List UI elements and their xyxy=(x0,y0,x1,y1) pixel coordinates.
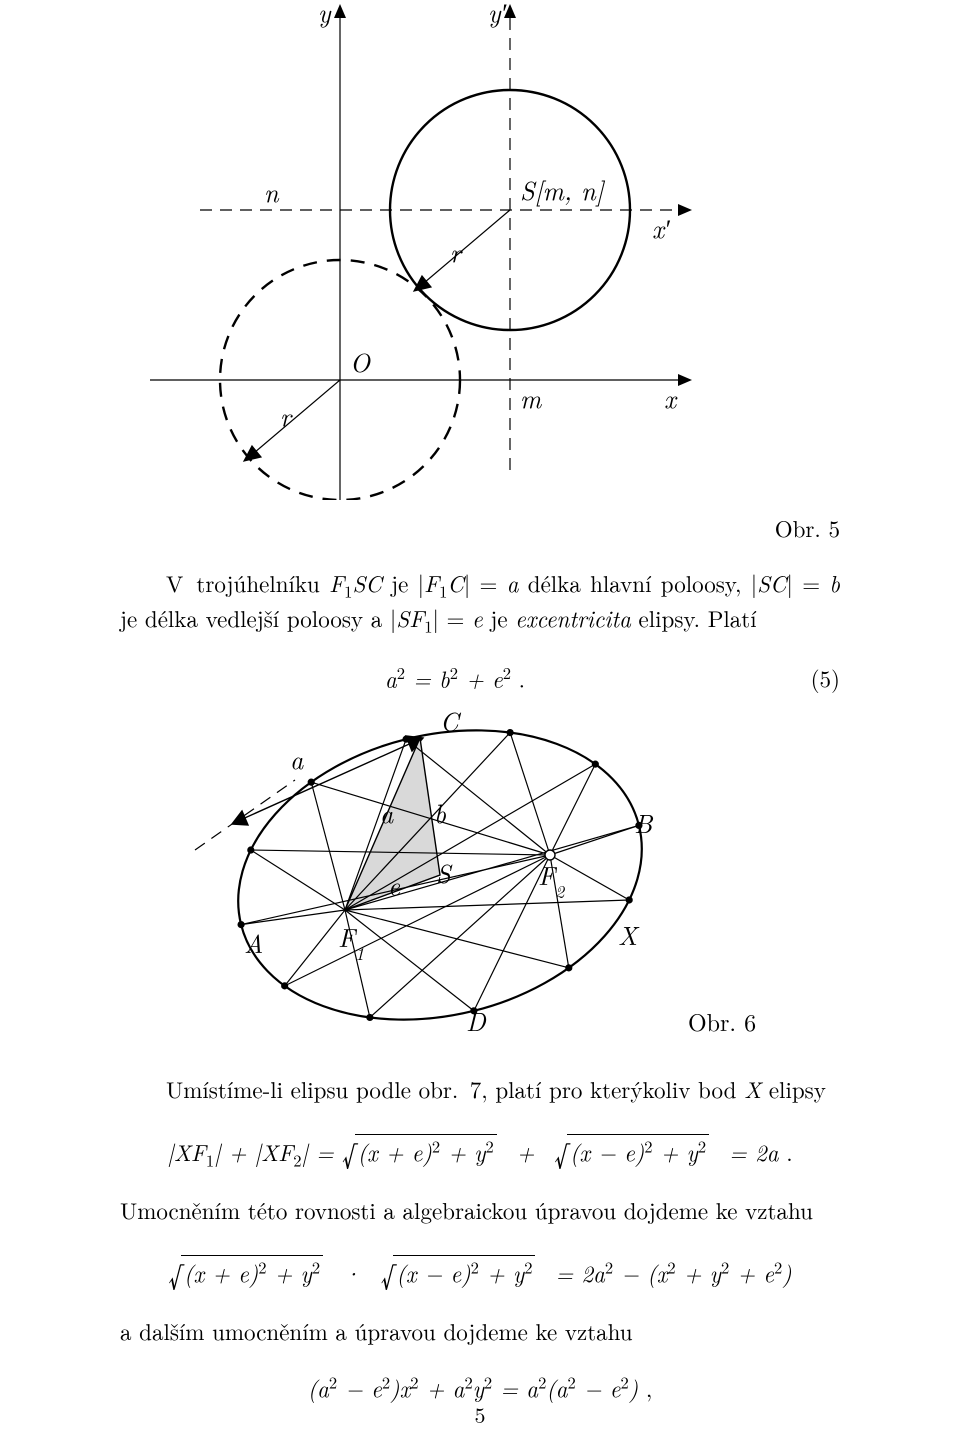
equation-product: √(x + e)2 + y2 · √(x − e)2 + y2 = 2a2 − … xyxy=(120,1248,840,1292)
label-S: S[m, n] xyxy=(520,171,606,208)
svg-text:b: b xyxy=(434,794,446,831)
svg-text:X: X xyxy=(618,916,640,953)
svg-text:a: a xyxy=(380,794,394,831)
figure-6-svg: a C a b B e S F2 A F1 X D Obr. 6 xyxy=(180,705,800,1045)
figure-5-svg: y y′ n S[m, n] x′ r O m x r xyxy=(140,0,700,500)
svg-text:a: a xyxy=(290,740,304,777)
equation-5-number: (5) xyxy=(790,661,840,694)
label-y: y xyxy=(318,0,332,30)
paragraph-2: Umístíme-li elipsu podle obr. 7, platí p… xyxy=(120,1073,840,1104)
paragraph-3: Umocněním této rovnosti a algebraickou ú… xyxy=(120,1194,840,1225)
equation-5: a2 = b2 + e2 . (5) xyxy=(120,660,840,695)
label-r2: r xyxy=(280,397,293,434)
label-xprime: x′ xyxy=(652,209,670,246)
svg-text:D: D xyxy=(466,1002,487,1039)
paragraph-1: V trojúhelníku F1SC je |F1C| = a délka h… xyxy=(120,567,840,637)
svg-text:S: S xyxy=(436,854,453,891)
label-O: O xyxy=(350,343,371,380)
figure-6: a C a b B e S F2 A F1 X D Obr. 6 xyxy=(180,705,840,1050)
paragraph-4: a dalším umocněním a úpravou dojdeme ke … xyxy=(120,1315,840,1346)
figure-6-caption: Obr. 6 xyxy=(688,1004,756,1038)
svg-text:A: A xyxy=(244,924,263,961)
figure-5-caption: Obr. 5 xyxy=(120,511,840,544)
svg-text:C: C xyxy=(440,705,462,739)
svg-text:B: B xyxy=(634,804,654,841)
figure-5: y y′ n S[m, n] x′ r O m x r xyxy=(140,0,840,505)
svg-text:F1: F1 xyxy=(338,918,364,966)
svg-text:e: e xyxy=(388,866,401,903)
label-n: n xyxy=(264,173,280,210)
label-x: x xyxy=(664,379,678,416)
svg-text:F2: F2 xyxy=(538,856,565,904)
page-number: 5 xyxy=(0,1399,960,1430)
label-m: m xyxy=(520,379,542,416)
equation-distance: |XF1| + |XF2| = √(x + e)2 + y2 + √(x − e… xyxy=(120,1127,840,1172)
label-yprime: y′ xyxy=(488,0,507,30)
